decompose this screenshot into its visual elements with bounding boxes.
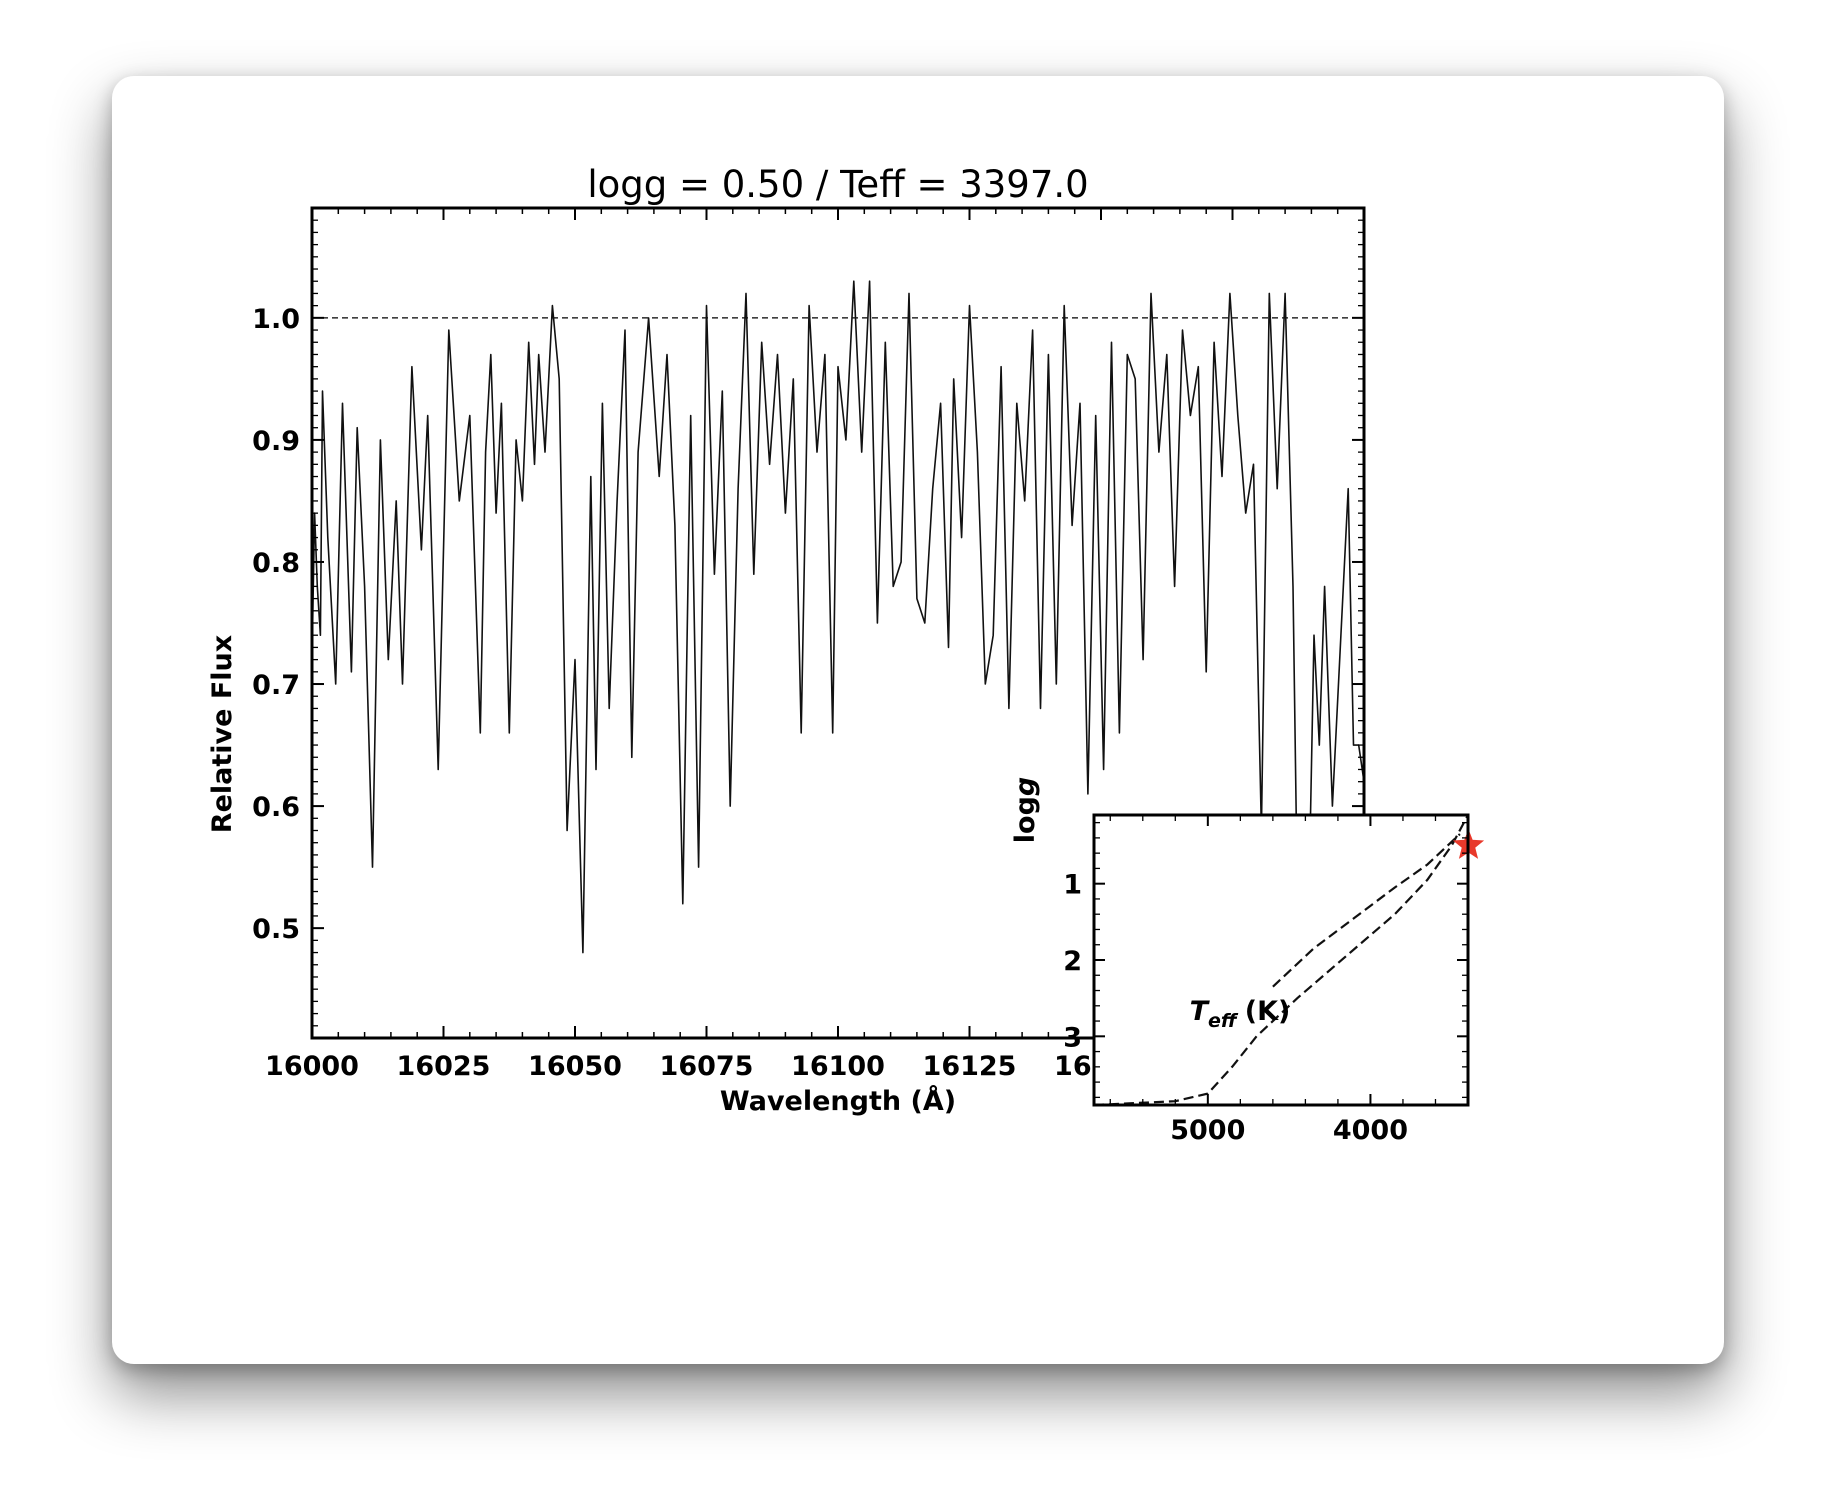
inset-y-tick-label: 2 bbox=[1063, 946, 1082, 977]
inset-x-axis-label: Teff (K) bbox=[1190, 996, 1291, 1032]
spectrum-figure: logg = 0.50 / Teff = 3397.0 16000 16025 16… bbox=[207, 163, 1485, 1146]
x-tick-label: 16025 bbox=[397, 1051, 491, 1082]
inset-y-label-base: log bbox=[1010, 796, 1041, 843]
inset-y-tick-label: 3 bbox=[1063, 1022, 1082, 1053]
inset-x-label-unit: (K) bbox=[1245, 996, 1291, 1027]
inset-track-2 bbox=[1272, 833, 1461, 988]
inset-x-label-base: T bbox=[1190, 996, 1211, 1027]
series-line-spectrum bbox=[311, 280, 1365, 966]
x-tick-label: 16075 bbox=[660, 1051, 754, 1082]
x-tick-label: 16100 bbox=[791, 1051, 885, 1082]
x-tick-label: 16050 bbox=[528, 1051, 622, 1082]
inset-y-tick-label: 1 bbox=[1063, 870, 1082, 901]
y-tick-label: 0.5 bbox=[252, 914, 300, 945]
y-tick-label: 0.9 bbox=[252, 426, 300, 457]
inset-background bbox=[1094, 815, 1468, 1105]
inset-x-tick-label: 4000 bbox=[1333, 1115, 1408, 1146]
inset-x-tick-label: 5000 bbox=[1170, 1115, 1245, 1146]
inset-track-1 bbox=[1093, 814, 1469, 1107]
inset-plot: 5000 4000 1 2 3 bbox=[1063, 813, 1485, 1146]
x-axis-label: Wavelength (Å) bbox=[720, 1085, 956, 1117]
inset-y-axis-label: logg bbox=[1010, 777, 1041, 843]
y-axis-label: Relative Flux bbox=[207, 635, 238, 833]
y-tick-label: 0.7 bbox=[252, 670, 300, 701]
x-tick-label: 16000 bbox=[265, 1051, 359, 1082]
inset-x-label-sub: eff bbox=[1208, 1010, 1239, 1032]
figure-window: logg = 0.50 / Teff = 3397.0 16000 16025 16… bbox=[112, 76, 1724, 1364]
x-tick-label: 16125 bbox=[923, 1051, 1017, 1082]
y-tick-label: 0.8 bbox=[252, 548, 300, 579]
inset-y-label-italic: g bbox=[1010, 777, 1041, 796]
y-tick-label: 0.6 bbox=[252, 792, 300, 823]
chart-title: logg = 0.50 / Teff = 3397.0 bbox=[587, 163, 1088, 206]
y-tick-label: 1.0 bbox=[252, 304, 300, 335]
